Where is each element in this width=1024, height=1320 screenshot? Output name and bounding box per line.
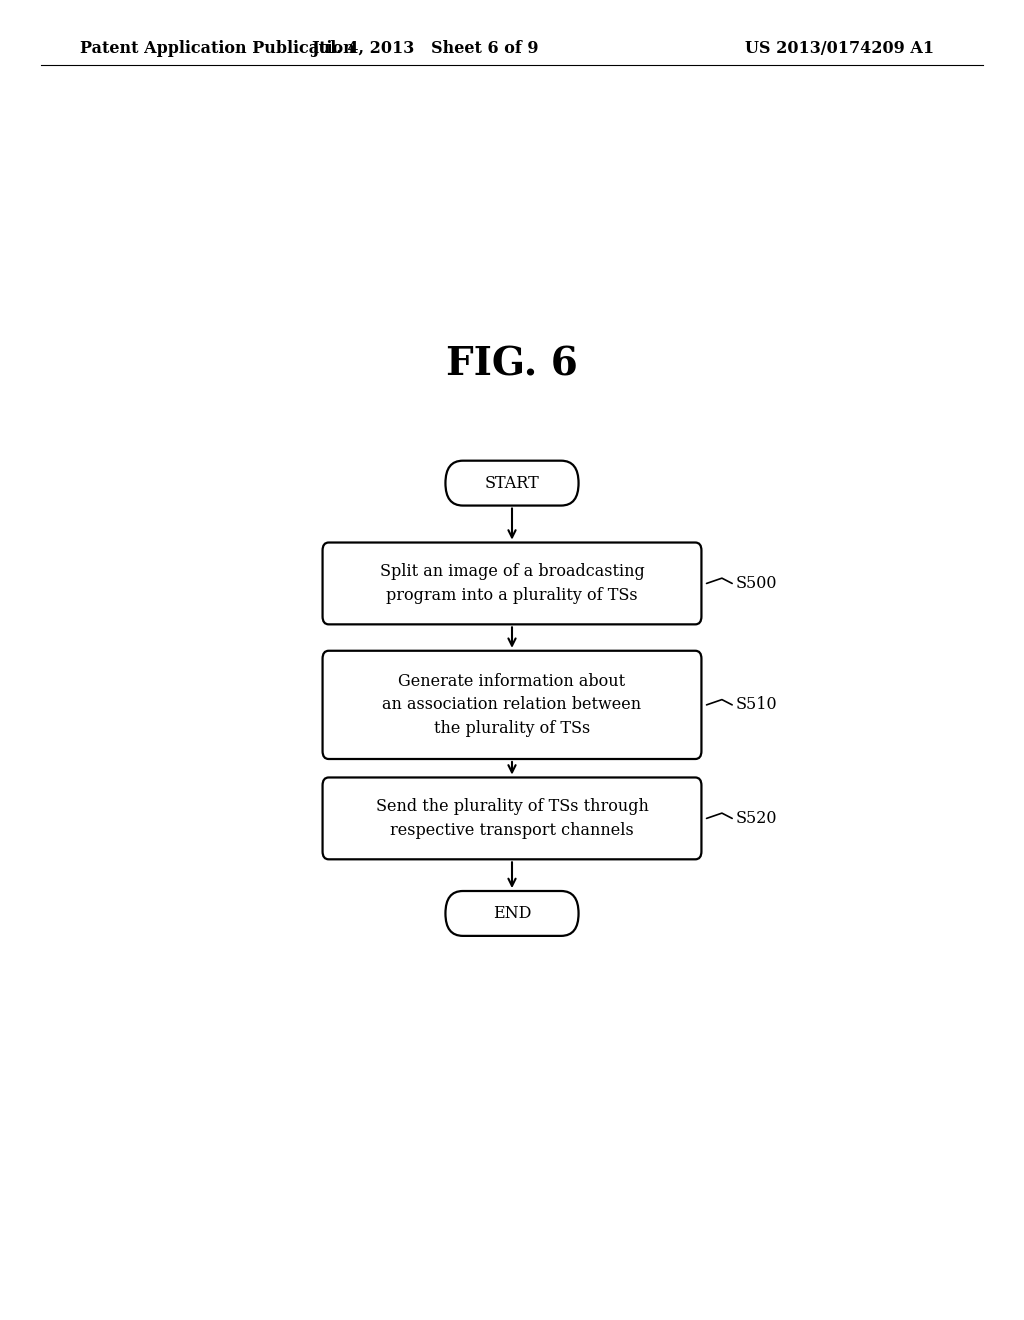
Text: Jul. 4, 2013   Sheet 6 of 9: Jul. 4, 2013 Sheet 6 of 9 [311, 41, 539, 57]
Text: Patent Application Publication: Patent Application Publication [80, 41, 354, 57]
Text: US 2013/0174209 A1: US 2013/0174209 A1 [745, 41, 934, 57]
Text: S500: S500 [735, 576, 777, 591]
Text: Split an image of a broadcasting
program into a plurality of TSs: Split an image of a broadcasting program… [380, 564, 644, 603]
Text: S520: S520 [735, 810, 777, 826]
FancyBboxPatch shape [445, 461, 579, 506]
FancyBboxPatch shape [445, 891, 579, 936]
Text: START: START [484, 475, 540, 491]
FancyBboxPatch shape [323, 651, 701, 759]
Text: Send the plurality of TSs through
respective transport channels: Send the plurality of TSs through respec… [376, 799, 648, 838]
FancyBboxPatch shape [323, 543, 701, 624]
Text: FIG. 6: FIG. 6 [446, 346, 578, 383]
Text: S510: S510 [735, 697, 777, 713]
Text: Generate information about
an association relation between
the plurality of TSs: Generate information about an associatio… [382, 673, 642, 737]
Text: END: END [493, 906, 531, 921]
FancyBboxPatch shape [323, 777, 701, 859]
